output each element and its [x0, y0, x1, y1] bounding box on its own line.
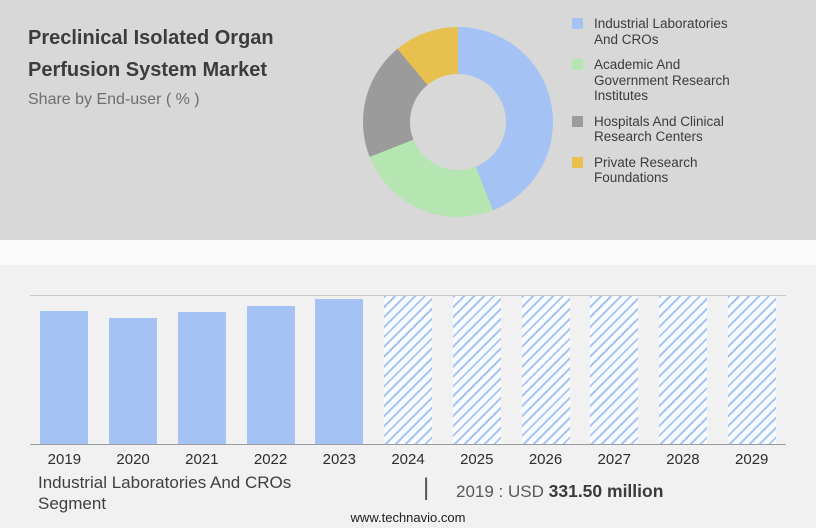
- x-label-2021: 2021: [185, 451, 219, 468]
- bar-slot: [511, 296, 580, 444]
- x-label-2027: 2027: [597, 451, 631, 468]
- bar-chart: 2019 2020 2021 2022 2023 2024 2025 2026 2027 2028…: [30, 295, 786, 468]
- x-axis-labels: 2019 2020 2021 2022 2023 2024 2025 2026 2027 2028…: [30, 451, 786, 468]
- legend-swatch: [572, 115, 583, 127]
- bar-2025-forecast: [452, 296, 501, 444]
- bar-slot: [442, 296, 511, 444]
- x-label-2020: 2020: [116, 451, 150, 468]
- bar-slot: [30, 296, 99, 444]
- bar-slot: [236, 296, 305, 444]
- donut-hole: [410, 74, 506, 170]
- legend-swatch: [572, 156, 583, 168]
- bar-slot: [305, 296, 374, 444]
- x-label-2028: 2028: [666, 451, 700, 468]
- segment-value-amount: 331.50 million: [548, 481, 664, 501]
- x-label-2019: 2019: [47, 451, 82, 468]
- bar-2022: [246, 306, 295, 444]
- bar-2021: [177, 312, 226, 444]
- page-title-line2: Perfusion System Market: [28, 59, 267, 81]
- x-label-2023: 2023: [322, 451, 356, 468]
- bar-slot: [717, 296, 786, 444]
- legend-label: Private Research Foundations: [594, 154, 698, 186]
- legend-item: Hospitals And Clinical Research Centers: [572, 114, 782, 145]
- page-title-line1: Preclinical Isolated Organ: [28, 27, 274, 49]
- bar-2026-forecast: [521, 296, 570, 444]
- pie-legend: Industrial Laboratories And CROs Academic…: [572, 16, 782, 196]
- legend-item: Academic And Government Research Institu…: [572, 57, 782, 104]
- x-label-2026: 2026: [528, 451, 563, 468]
- segment-value-prefix: 2019 : USD: [456, 482, 544, 501]
- bar-2024-forecast: [384, 296, 433, 444]
- page-subtitle: Share by End-user ( % ): [28, 91, 200, 108]
- legend-swatch: [572, 18, 583, 29]
- legend-label: Academic And Government Research Institu…: [594, 57, 730, 104]
- bar-2020: [109, 318, 158, 444]
- donut-chart: [363, 27, 553, 217]
- bar-area: [30, 296, 786, 444]
- bar-slot: [374, 296, 443, 444]
- bar-2023: [315, 299, 364, 444]
- bar-2027-forecast: [590, 296, 639, 444]
- x-label-2022: 2022: [253, 451, 288, 468]
- legend-label: Hospitals And Clinical Research Centers: [594, 113, 724, 145]
- pie-section: Preclinical Isolated Organ Perfusion Sys…: [0, 0, 816, 240]
- bar-slot: [649, 296, 718, 444]
- caption-separator: |: [423, 474, 430, 501]
- bar-2028-forecast: [658, 296, 707, 444]
- header-block: Preclinical Isolated Organ Perfusion Sys…: [28, 22, 348, 109]
- bar-2019: [40, 311, 89, 444]
- legend-label: Industrial Laboratories And CROs: [594, 16, 728, 47]
- bar-slot: [99, 296, 168, 444]
- legend-item: Private Research Foundations: [572, 155, 782, 186]
- bar-slot: [167, 296, 236, 444]
- x-label-2025: 2025: [460, 451, 494, 468]
- segment-caption: Industrial Laboratories And CROs Segment: [38, 473, 292, 514]
- bar-2029-forecast: [727, 296, 776, 444]
- bar-slot: [580, 296, 649, 444]
- legend-swatch: [572, 59, 583, 71]
- x-label-2024: 2024: [391, 451, 425, 468]
- legend-item: Industrial Laboratories And CROs: [572, 16, 782, 47]
- website-url: www.technavio.com: [350, 510, 466, 525]
- section-divider: [0, 240, 816, 265]
- x-label-2029: 2029: [735, 451, 769, 468]
- segment-value: 2019 : USD 331.50 million: [456, 481, 663, 502]
